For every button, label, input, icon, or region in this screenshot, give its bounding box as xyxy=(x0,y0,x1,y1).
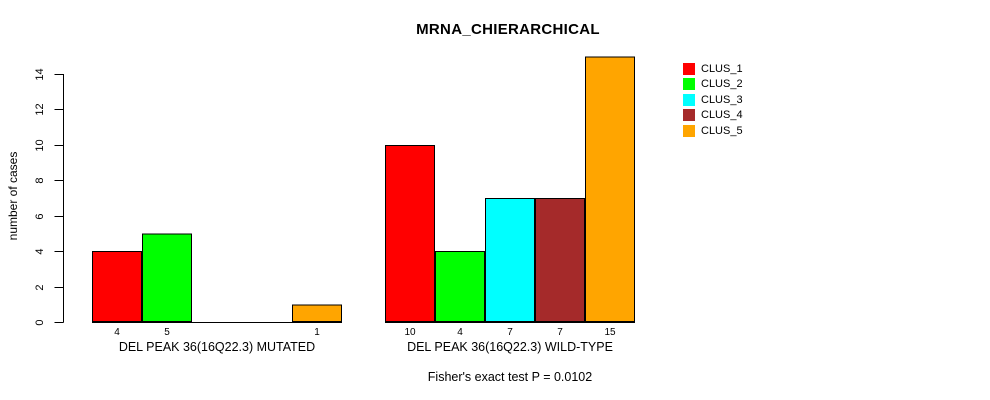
bar-value-label: 1 xyxy=(314,327,320,338)
legend-label: CLUS_3 xyxy=(701,93,743,106)
legend: CLUS_1 CLUS_2 CLUS_3 CLUS_4 CLUS_5 xyxy=(683,61,743,139)
legend-label: CLUS_1 xyxy=(701,62,743,75)
y-tick-label: 10 xyxy=(34,139,46,151)
group-label: DEL PEAK 36(16Q22.3) MUTATED xyxy=(119,340,315,354)
bar-CLUS_5-wild-type xyxy=(585,56,635,323)
y-tick-label: 14 xyxy=(34,68,46,80)
legend-swatch-CLUS_3 xyxy=(683,93,695,106)
bar-CLUS_2-wild-type xyxy=(435,251,485,322)
bar-value-label: 4 xyxy=(457,327,463,338)
bar-CLUS_1-mutated xyxy=(92,251,142,322)
bar-CLUS_2-mutated xyxy=(142,233,192,322)
bar-value-label: 5 xyxy=(164,327,170,338)
legend-label: CLUS_4 xyxy=(701,109,743,122)
bar-value-label: 15 xyxy=(604,327,616,338)
chart-title: MRNA_CHIERARCHICAL xyxy=(416,21,600,38)
bar-value-label: 7 xyxy=(557,327,563,338)
legend-swatch-CLUS_4 xyxy=(683,109,695,122)
y-tick-label: 8 xyxy=(34,177,46,183)
legend-item-CLUS_5: CLUS_5 xyxy=(683,123,743,139)
fisher-test-note: Fisher's exact test P = 0.0102 xyxy=(427,370,593,384)
bar-CLUS_5-mutated xyxy=(292,304,342,322)
y-tick-label: 2 xyxy=(34,284,46,290)
bar-CLUS_3-wild-type xyxy=(485,198,535,322)
legend-item-CLUS_2: CLUS_2 xyxy=(683,77,743,93)
bar-value-label: 7 xyxy=(507,327,513,338)
bar-value-label: 4 xyxy=(114,327,120,338)
y-tick-label: 12 xyxy=(34,103,46,115)
y-tick-label: 4 xyxy=(34,248,46,254)
y-tick-label: 6 xyxy=(34,213,46,219)
legend-label: CLUS_5 xyxy=(701,124,743,137)
legend-swatch-CLUS_2 xyxy=(683,78,695,91)
legend-item-CLUS_4: CLUS_4 xyxy=(683,108,743,124)
bar-CLUS_1-wild-type xyxy=(385,144,435,322)
legend-label: CLUS_2 xyxy=(701,78,743,91)
legend-item-CLUS_3: CLUS_3 xyxy=(683,92,743,108)
legend-swatch-CLUS_5 xyxy=(683,124,695,137)
bar-CLUS_4-wild-type xyxy=(535,198,585,322)
bar-value-label: 10 xyxy=(404,327,416,338)
y-tick-label: 0 xyxy=(34,319,46,325)
group-label: DEL PEAK 36(16Q22.3) WILD-TYPE xyxy=(407,340,613,354)
legend-item-CLUS_1: CLUS_1 xyxy=(683,61,743,77)
legend-swatch-CLUS_1 xyxy=(683,62,695,75)
